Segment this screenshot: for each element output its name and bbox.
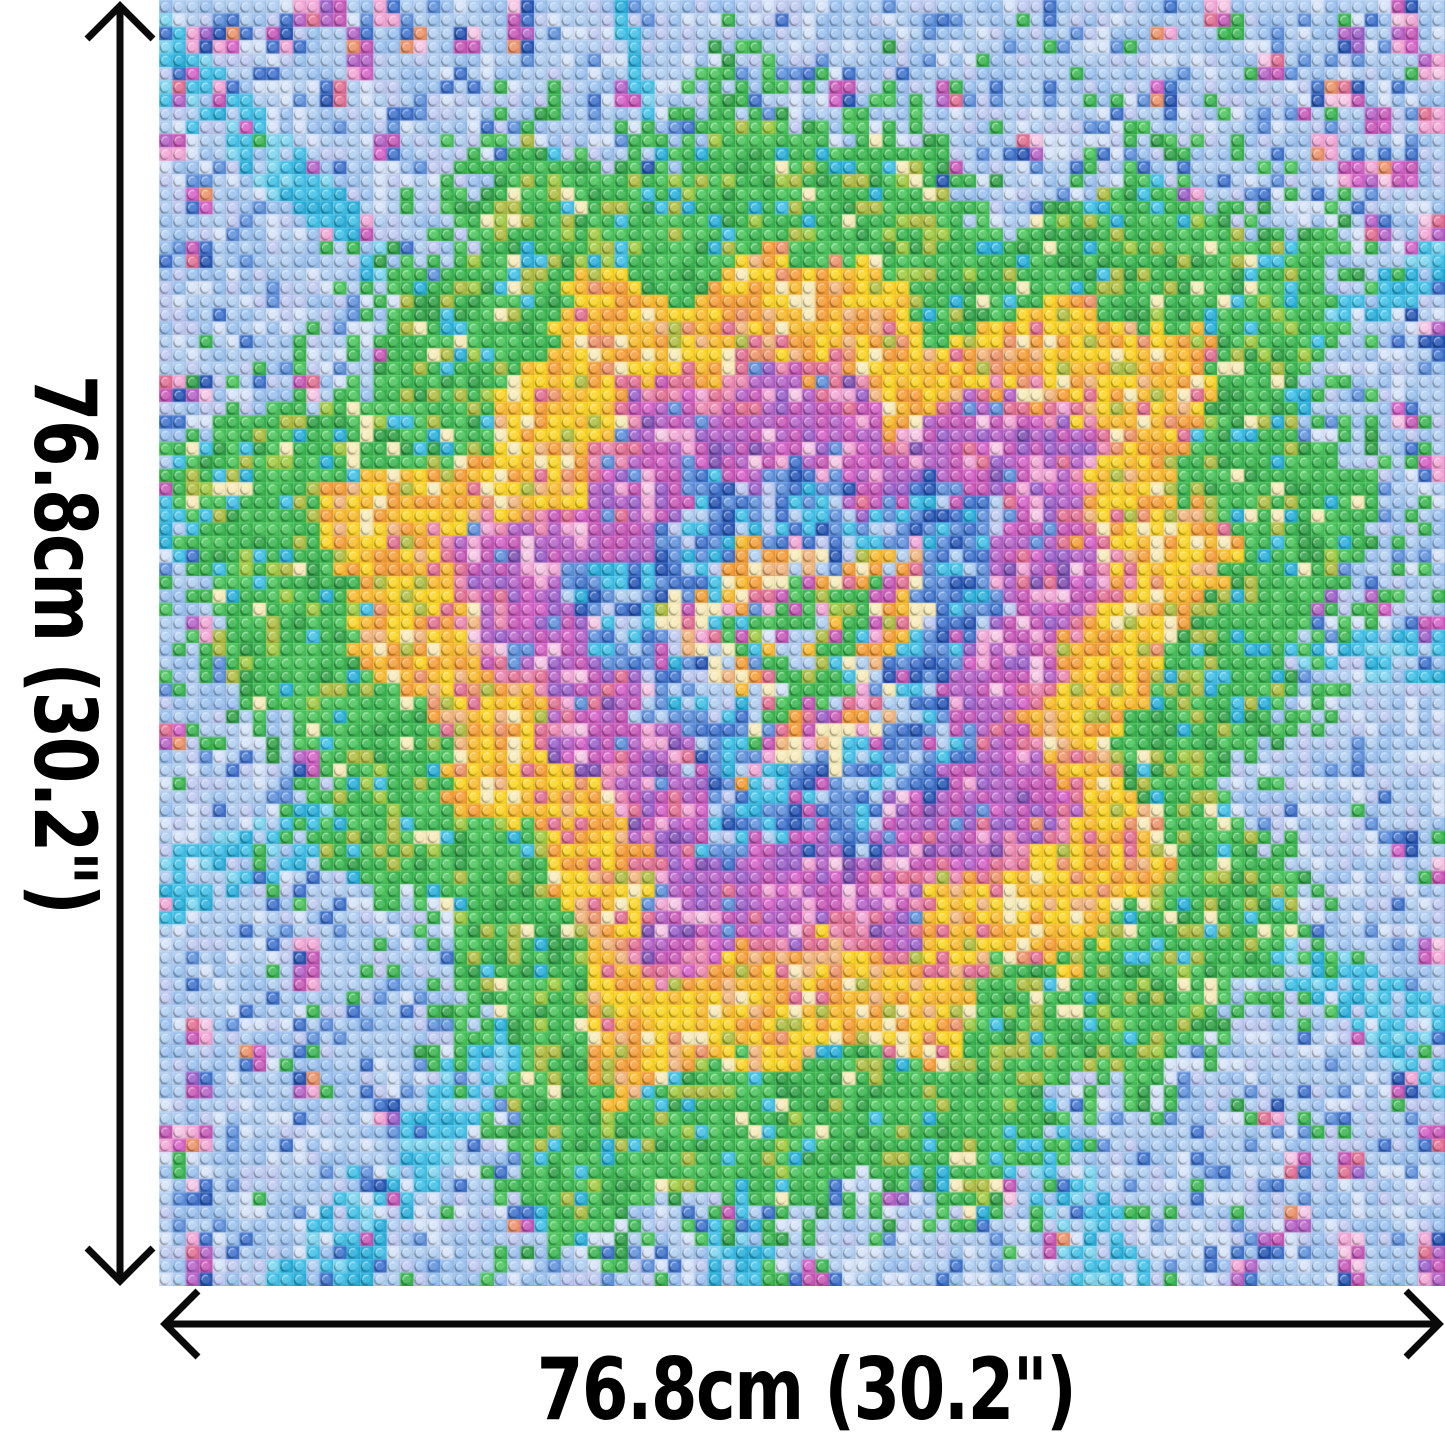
height-dimension-label: 76.8cm (30.2") xyxy=(14,374,114,914)
arrowhead-right-icon xyxy=(1403,1288,1444,1360)
arrowhead-left-icon xyxy=(160,1288,201,1360)
lego-mosaic-canvas xyxy=(159,0,1445,1286)
width-dimension-label: 76.8cm (30.2") xyxy=(536,1340,1077,1440)
arrowhead-up-icon xyxy=(84,1,156,42)
arrowhead-down-icon xyxy=(84,1245,156,1286)
